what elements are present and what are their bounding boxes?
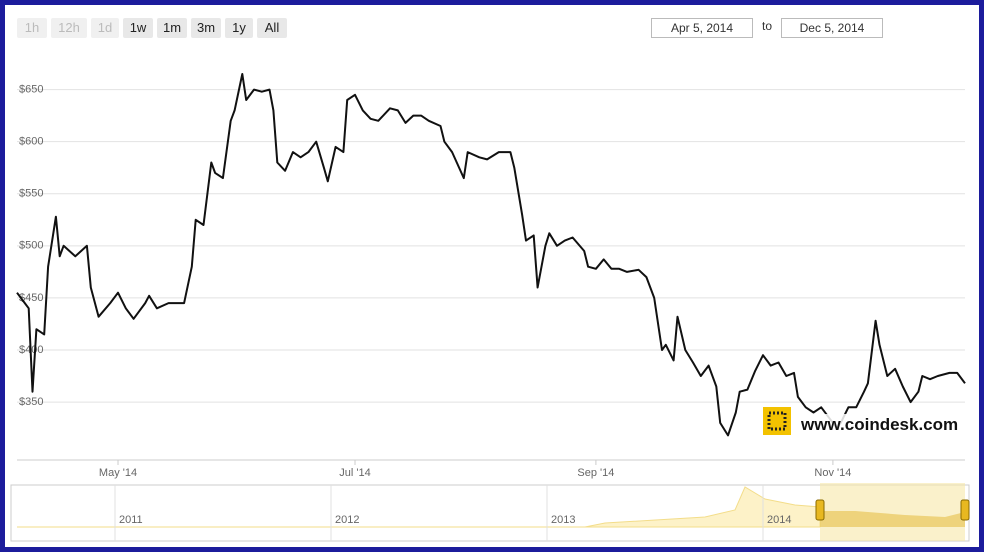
navigator-label: 2011: [119, 514, 143, 526]
range-button[interactable]: 3m: [191, 18, 221, 38]
range-button: 1d: [91, 18, 119, 38]
range-button[interactable]: 1m: [157, 18, 187, 38]
x-tick-label: Nov '14: [814, 467, 851, 479]
price-line: [16, 73, 966, 437]
x-tick-label: Jul '14: [339, 467, 370, 479]
navigator-label: 2012: [335, 514, 359, 526]
date-from[interactable]: Apr 5, 2014: [651, 18, 753, 38]
navigator-handle[interactable]: [960, 499, 970, 521]
range-button: 1h: [17, 18, 47, 38]
range-button: 12h: [51, 18, 87, 38]
y-tick-label: $450: [19, 292, 43, 304]
y-tick-label: $550: [19, 188, 43, 200]
y-tick-label: $600: [19, 136, 43, 148]
watermark: www.coindesk.com: [799, 414, 961, 436]
range-button[interactable]: All: [257, 18, 287, 38]
y-tick-label: $650: [19, 83, 43, 95]
navigator-label: 2013: [551, 514, 575, 526]
navigator-handle[interactable]: [815, 499, 825, 521]
x-tick-label: May '14: [99, 467, 137, 479]
watermark-logo-mark: [767, 411, 787, 431]
navigator-label: 2014: [767, 514, 791, 526]
y-tick-label: $500: [19, 240, 43, 252]
watermark-logo: [763, 407, 791, 435]
range-button[interactable]: 1y: [225, 18, 253, 38]
x-tick-label: Sep '14: [577, 467, 614, 479]
date-to[interactable]: Dec 5, 2014: [781, 18, 883, 38]
date-separator: to: [762, 19, 773, 33]
navigator-selected-area: [820, 511, 965, 527]
range-button[interactable]: 1w: [123, 18, 153, 38]
y-tick-label: $350: [19, 396, 43, 408]
